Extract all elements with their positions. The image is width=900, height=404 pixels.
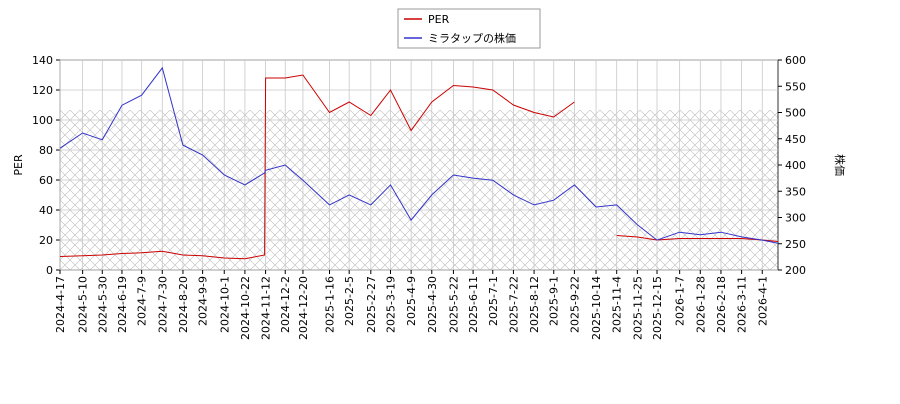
y-tick-label: 0 bbox=[46, 264, 53, 277]
x-tick-label: 2024-10-1 bbox=[218, 276, 231, 333]
y2-tick-label: 250 bbox=[785, 238, 806, 251]
x-tick-label: 2024-4-17 bbox=[54, 276, 67, 333]
legend-label: PER bbox=[428, 13, 450, 26]
hatch-band bbox=[60, 110, 778, 270]
y-tick-label: 80 bbox=[39, 144, 53, 157]
y2-tick-label: 450 bbox=[785, 133, 806, 146]
x-tick-label: 2024-7-30 bbox=[156, 276, 169, 333]
x-tick-label: 2025-8-12 bbox=[528, 276, 541, 333]
y2-tick-label: 550 bbox=[785, 80, 806, 93]
x-tick-label: 2025-12-15 bbox=[651, 276, 664, 340]
series-line bbox=[59, 66, 779, 244]
legend bbox=[397, 8, 541, 49]
x-tick-label: 2025-7-1 bbox=[487, 276, 500, 326]
x-tick-label: 2025-3-19 bbox=[384, 276, 397, 333]
y-tick-label: 100 bbox=[32, 114, 53, 127]
x-tick-label: 2024-11-12 bbox=[260, 276, 273, 340]
y2-tick-label: 600 bbox=[785, 54, 806, 67]
x-tick-label: 2025-4-30 bbox=[426, 276, 439, 333]
y2-axis-label: 株価 bbox=[833, 154, 847, 176]
x-tick-label: 2024-7-9 bbox=[136, 276, 149, 326]
x-tick-label: 2025-11-25 bbox=[631, 276, 644, 340]
x-tick-label: 2025-1-16 bbox=[323, 276, 336, 333]
x-tick-label: 2025-7-22 bbox=[507, 276, 520, 333]
x-tick-label: 2025-10-14 bbox=[590, 276, 603, 340]
x-tick-label: 2026-4-1 bbox=[756, 276, 769, 326]
x-tick-label: 2024-5-30 bbox=[96, 276, 109, 333]
y2-tick-label: 400 bbox=[785, 159, 806, 172]
x-tick-label: 2024-12-2 bbox=[279, 276, 292, 333]
x-tick-label: 2025-2-27 bbox=[365, 276, 378, 333]
x-tick-label: 2025-4-9 bbox=[405, 276, 418, 326]
legend-label: ミラタップの株価 bbox=[428, 31, 516, 45]
x-tick-label: 2024-6-19 bbox=[116, 276, 129, 333]
x-tick-label: 2026-1-7 bbox=[674, 276, 687, 326]
y2-tick-label: 200 bbox=[785, 264, 806, 277]
x-tick-label: 2025-6-11 bbox=[467, 276, 480, 333]
y-tick-label: 140 bbox=[32, 54, 53, 67]
x-tick-label: 2024-10-22 bbox=[239, 276, 252, 340]
x-tick-label: 2025-11-4 bbox=[611, 276, 624, 333]
x-tick-label: 2024-12-20 bbox=[297, 276, 310, 340]
x-tick-label: 2026-2-18 bbox=[715, 276, 728, 333]
y2-tick-label: 350 bbox=[785, 185, 806, 198]
x-tick-label: 2024-9-9 bbox=[197, 276, 210, 326]
x-tick-label: 2026-3-11 bbox=[736, 276, 749, 333]
y-axis-label: PER bbox=[12, 154, 25, 176]
x-tick-label: 2026-1-28 bbox=[694, 276, 707, 333]
y2-tick-label: 300 bbox=[785, 212, 806, 225]
y2-tick-label: 500 bbox=[785, 107, 806, 120]
x-tick-label: 2024-5-10 bbox=[77, 276, 90, 333]
y-tick-label: 60 bbox=[39, 174, 53, 187]
x-tick-label: 2025-5-22 bbox=[447, 276, 460, 333]
x-tick-label: 2025-9-1 bbox=[548, 276, 561, 326]
y-tick-label: 40 bbox=[39, 204, 53, 217]
x-tick-label: 2025-9-22 bbox=[568, 276, 581, 333]
y-tick-label: 20 bbox=[39, 234, 53, 247]
y-tick-label: 120 bbox=[32, 84, 53, 97]
x-tick-label: 2025-2-5 bbox=[343, 276, 356, 326]
x-tick-label: 2024-8-20 bbox=[177, 276, 190, 333]
